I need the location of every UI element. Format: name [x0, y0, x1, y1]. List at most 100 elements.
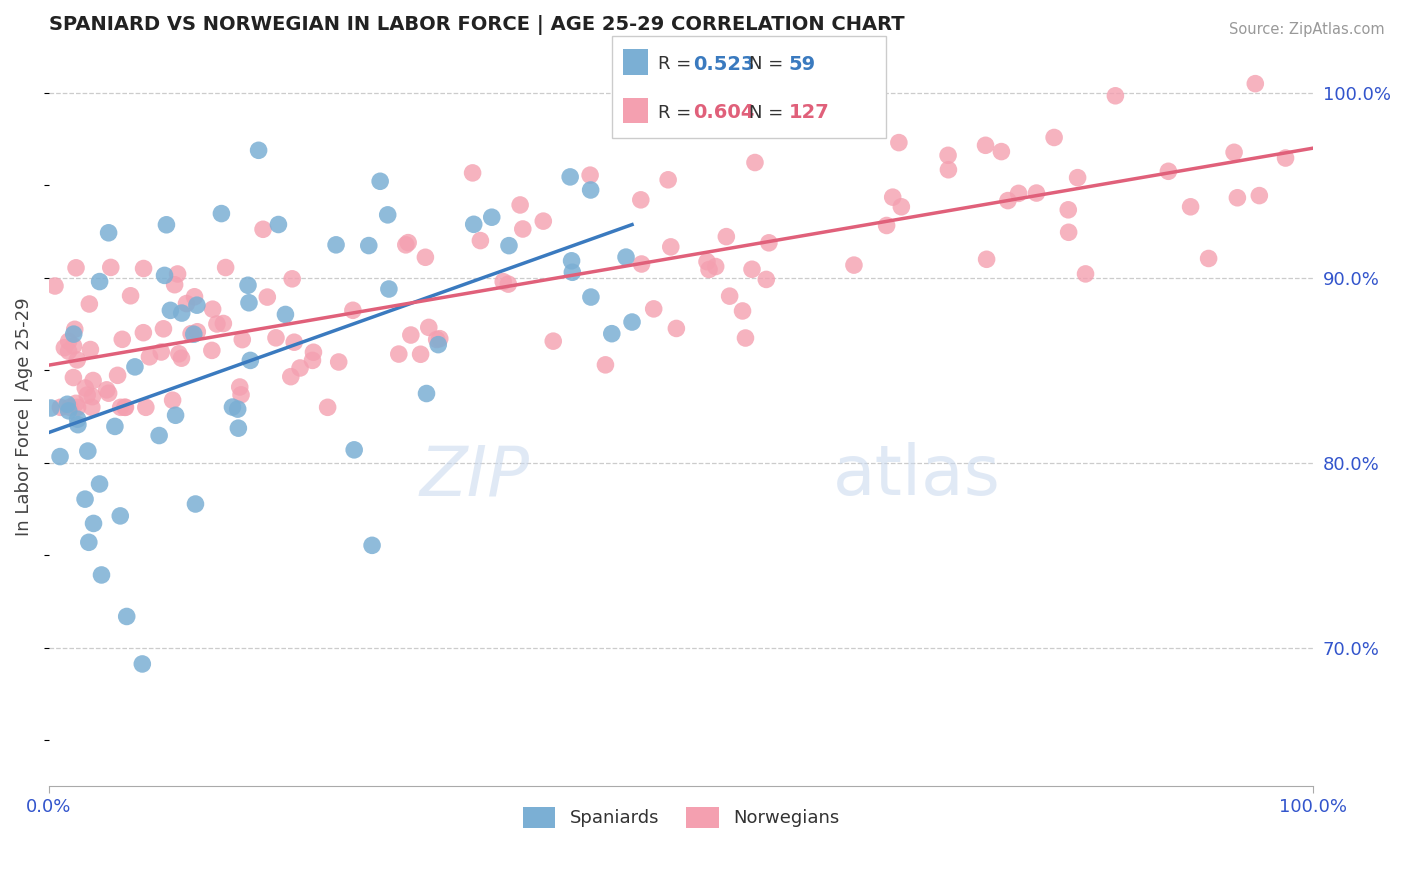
Point [718, 289, 741, 303]
Point [936, 148, 959, 162]
Point [744, 155, 766, 169]
Point [167, 347, 190, 361]
Point [239, 353, 262, 368]
Point [63, 322, 86, 336]
Point [657, 173, 679, 187]
Text: atlas: atlas [832, 442, 1001, 509]
Point [66, 401, 89, 415]
Point [82, 374, 104, 388]
Point [876, 219, 898, 233]
Point [162, 393, 184, 408]
Point [388, 347, 411, 361]
Point [302, 345, 325, 359]
Point [76, 388, 98, 402]
Point [221, 400, 243, 414]
Point [696, 254, 718, 268]
Point [238, 295, 260, 310]
Point [65, 396, 87, 410]
Point [325, 237, 347, 252]
Point [560, 169, 582, 184]
Point [66, 412, 89, 426]
Point [665, 321, 688, 335]
Point [418, 320, 440, 334]
Point [1025, 186, 1047, 200]
Point [226, 402, 249, 417]
Point [481, 211, 503, 225]
Point [498, 238, 520, 252]
Point [62, 327, 84, 342]
Point [150, 345, 173, 359]
Point [361, 538, 384, 552]
Point [1057, 202, 1080, 217]
Point [115, 609, 138, 624]
Point [758, 235, 780, 250]
Point [79, 297, 101, 311]
Point [697, 262, 720, 277]
Point [97, 386, 120, 401]
Point [180, 326, 202, 341]
Point [44, 279, 66, 293]
Point [280, 369, 302, 384]
Point [704, 260, 727, 274]
Point [77, 535, 100, 549]
Point [58, 344, 80, 359]
Point [1198, 252, 1220, 266]
Text: N =: N = [749, 55, 789, 73]
Point [256, 290, 278, 304]
Point [97, 226, 120, 240]
Point [541, 334, 564, 348]
Point [328, 355, 350, 369]
Point [132, 261, 155, 276]
Point [343, 442, 366, 457]
Point [135, 401, 157, 415]
Point [427, 337, 450, 351]
Point [56, 397, 79, 411]
Point [274, 308, 297, 322]
Text: N =: N = [749, 103, 789, 121]
Point [470, 234, 492, 248]
Point [621, 315, 644, 329]
Point [498, 277, 520, 292]
Point [83, 516, 105, 531]
Point [882, 190, 904, 204]
Point [1223, 145, 1246, 160]
Point [426, 333, 449, 347]
Point [976, 252, 998, 267]
Point [316, 401, 339, 415]
Point [148, 428, 170, 442]
Point [997, 194, 1019, 208]
Point [53, 341, 76, 355]
Point [114, 401, 136, 415]
Point [409, 347, 432, 361]
Text: 127: 127 [789, 103, 830, 122]
Point [301, 353, 323, 368]
Point [890, 200, 912, 214]
Text: 59: 59 [789, 55, 815, 74]
Text: Source: ZipAtlas.com: Source: ZipAtlas.com [1229, 22, 1385, 37]
Point [229, 388, 252, 402]
Point [509, 198, 531, 212]
Point [186, 325, 208, 339]
Point [579, 290, 602, 304]
Point [288, 361, 311, 376]
Point [1074, 267, 1097, 281]
Point [579, 168, 602, 182]
Point [58, 404, 80, 418]
Text: 0.604: 0.604 [693, 103, 755, 122]
Point [183, 327, 205, 342]
Point [396, 235, 419, 250]
Point [1180, 200, 1202, 214]
Point [73, 492, 96, 507]
Point [89, 477, 111, 491]
Point [342, 303, 364, 318]
Point [228, 421, 250, 435]
Point [1057, 225, 1080, 239]
Point [357, 238, 380, 252]
Point [561, 265, 583, 279]
Text: ZIP: ZIP [419, 442, 530, 509]
Point [1066, 170, 1088, 185]
Point [492, 275, 515, 289]
Point [1104, 88, 1126, 103]
Y-axis label: In Labor Force | Age 25-29: In Labor Force | Age 25-29 [15, 297, 32, 536]
Point [152, 322, 174, 336]
